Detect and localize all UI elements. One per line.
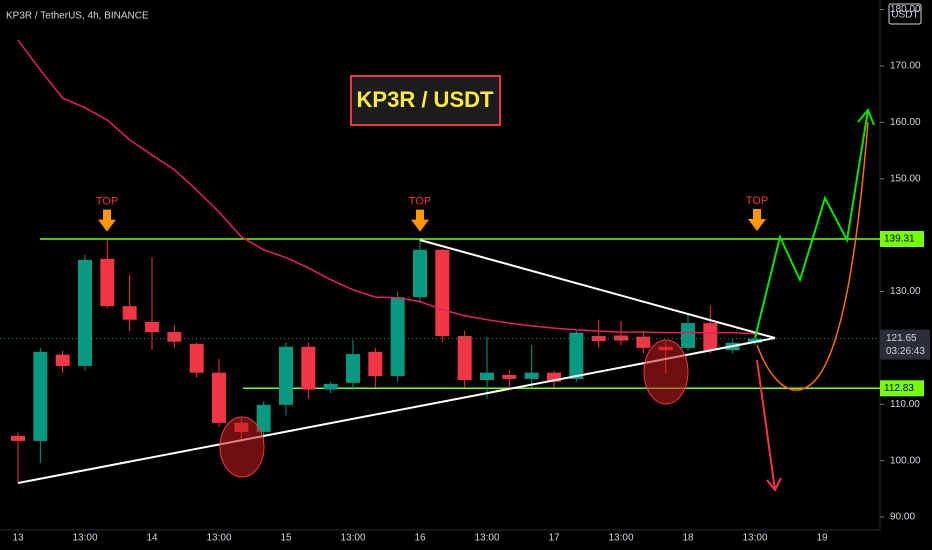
candle-body [547, 372, 561, 382]
y-tick-label: 100.00 [890, 455, 921, 466]
x-tick-label: 13:00 [474, 533, 499, 544]
x-tick-label: 16 [414, 533, 426, 544]
candle-body [457, 336, 472, 381]
y-tick-label: 130.00 [890, 286, 921, 297]
candle-body [122, 306, 137, 320]
moving-average [17, 39, 756, 335]
x-tick-label: 13:00 [206, 533, 231, 544]
candle-body [212, 372, 226, 423]
last-price-box [880, 329, 930, 360]
currency: USDT [891, 10, 918, 21]
y-tick-label: 150.00 [890, 173, 921, 184]
candle-body [33, 351, 48, 441]
candle-body [413, 249, 427, 298]
annotation: TOP [746, 195, 768, 207]
candle-body [167, 332, 182, 342]
level-label: 112.83 [884, 383, 914, 394]
last-price-label: 121.65 [886, 333, 917, 344]
candle-body [524, 372, 539, 379]
x-tick-label: 15 [280, 533, 292, 544]
annotation-arrow [748, 209, 766, 232]
y-tick-label: 180.00 [890, 4, 921, 15]
chart-title: KP3R / USDT [357, 87, 494, 112]
candle-body [346, 354, 360, 383]
level-label-box [880, 231, 924, 248]
x-tick-label: 13 [12, 533, 24, 544]
bearish-projection [756, 359, 776, 491]
candle-body [502, 374, 517, 379]
annotation: TOP [409, 196, 431, 208]
candle-body [681, 323, 695, 348]
candle-body [189, 343, 204, 373]
x-tick-label: 17 [548, 533, 560, 544]
y-tick-label: 160.00 [890, 117, 921, 128]
candle-body [78, 259, 92, 366]
candle-body [368, 351, 383, 377]
y-tick-label: 170.00 [890, 61, 921, 72]
highlight-ellipse [219, 416, 265, 478]
y-tick-label: 110.00 [890, 399, 920, 410]
bearish-arrowhead [766, 477, 782, 492]
x-tick-label: 13:00 [340, 533, 365, 544]
candle-body [145, 321, 159, 333]
candle-body [301, 346, 316, 390]
highlight-ellipse [643, 339, 689, 405]
resistance-trendline [419, 239, 776, 339]
header: KP3R / TetherUS, 4h, BINANCE [6, 11, 149, 22]
candle-body [55, 354, 70, 366]
candle-body [390, 297, 405, 377]
x-tick-label: 14 [146, 533, 158, 544]
candle-body [748, 338, 762, 343]
candle-body [480, 372, 494, 381]
countdown: 03:26:43 [886, 346, 925, 357]
candle-body [591, 336, 606, 342]
bullish-projection [754, 109, 869, 339]
x-tick-label: 13:00 [742, 533, 767, 544]
annotation-arrow [98, 209, 116, 232]
candle-body [256, 404, 271, 432]
candle-body [614, 335, 628, 341]
candle-body [100, 258, 115, 307]
title-box [350, 75, 501, 126]
candle-body [435, 249, 450, 337]
candle-body [703, 323, 718, 351]
level-label-box [880, 380, 924, 397]
candle-body [569, 332, 584, 379]
x-tick-label: 13:00 [72, 533, 97, 544]
candle-body [11, 435, 25, 441]
x-tick-label: 19 [816, 533, 828, 544]
candle-body [636, 336, 651, 348]
candle-body [323, 383, 338, 390]
y-tick-label: 90.00 [890, 512, 915, 523]
x-tick-label: 13:00 [608, 533, 633, 544]
annotation: TOP [96, 196, 118, 208]
x-tick-label: 18 [682, 533, 694, 544]
level-label: 139.31 [884, 234, 915, 245]
currency-box [888, 3, 922, 25]
candle-body [279, 346, 293, 405]
annotation-arrow [411, 209, 429, 232]
bullish-arrowhead [857, 108, 875, 126]
curve-projection [756, 121, 869, 391]
